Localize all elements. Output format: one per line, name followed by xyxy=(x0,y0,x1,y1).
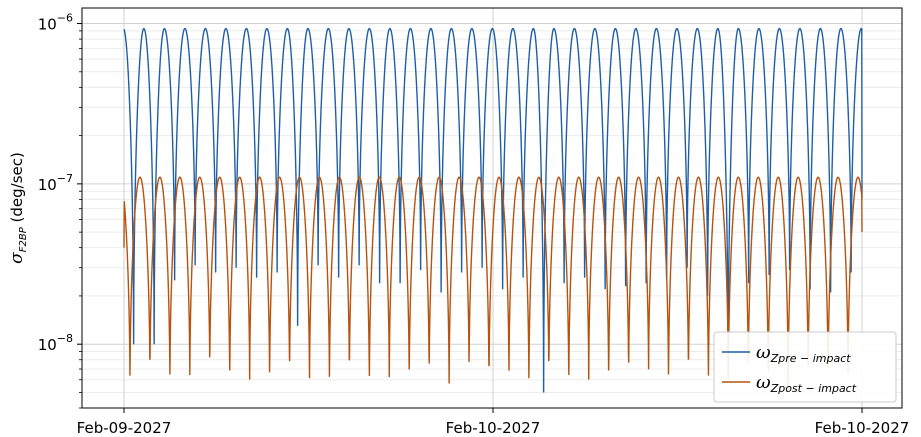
series-line-post-impact xyxy=(123,176,863,393)
legend-box xyxy=(713,331,897,403)
legend: ωZpre − impact ωZpost − impact xyxy=(713,331,897,403)
ticks: 10−6 10−7 10−8 Feb-09-2027 Feb-10-2027 Feb-10… xyxy=(38,12,910,437)
legend-label: ωZpre − impact xyxy=(756,342,851,365)
x-tick-label: Feb-09-2027 xyxy=(77,419,172,437)
plot-frame xyxy=(81,7,903,409)
y-tick-label: 10−8 xyxy=(38,332,73,354)
x-tick-label: Feb-10-2027 xyxy=(815,419,910,437)
x-tick-label: Feb-10-2027 xyxy=(446,419,541,437)
y-tick-label: 10−6 xyxy=(38,12,73,34)
legend-label: ωZpost − impact xyxy=(756,372,857,395)
y-tick-label: 10−7 xyxy=(38,172,73,194)
y-axis-label: σF2BP (deg/sec) xyxy=(7,152,29,264)
series-line-pre-impact xyxy=(123,27,863,393)
series-layer xyxy=(123,27,863,393)
